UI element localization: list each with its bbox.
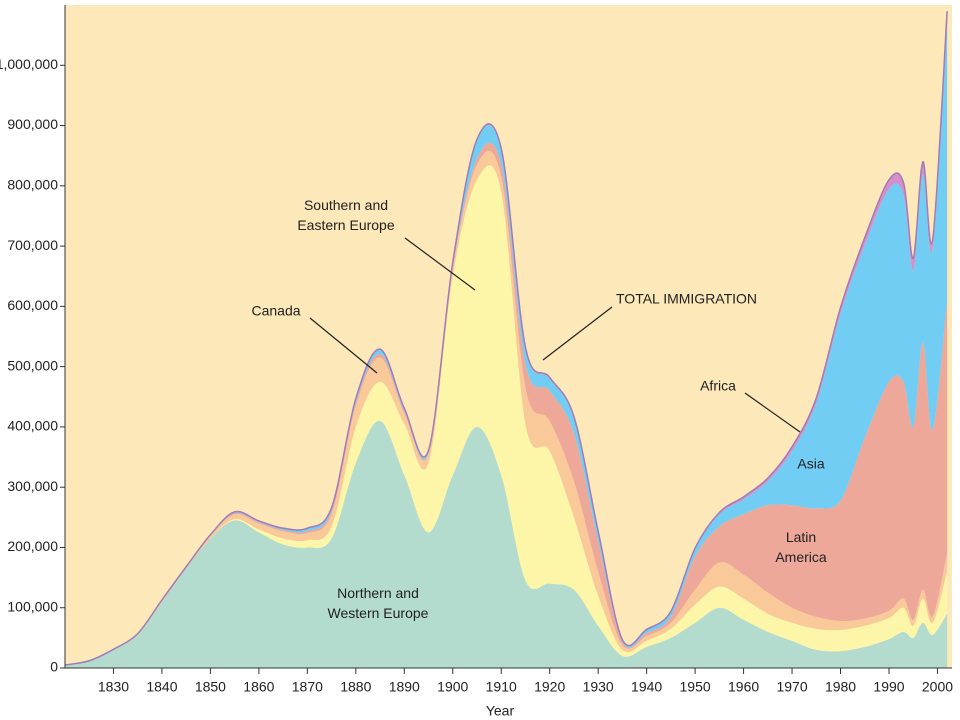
leader-line <box>404 237 476 291</box>
area <box>65 420 948 668</box>
x-tick-label: 1910 <box>486 679 517 695</box>
area-label: Latin America <box>775 529 827 565</box>
annotation: TOTAL IMMIGRATION <box>616 291 757 307</box>
area <box>65 142 948 665</box>
leader-line <box>542 306 613 361</box>
x-tick-label: 1900 <box>437 679 468 695</box>
y-tick-label: 900,000 <box>7 116 58 132</box>
x-tick-label: 1870 <box>292 679 323 695</box>
y-tick-label: 400,000 <box>7 418 58 434</box>
x-tick-label: 1830 <box>98 679 129 695</box>
y-tick-label: 0 <box>50 659 58 675</box>
area-label: Southern and Eastern Europe <box>297 197 394 233</box>
x-tick-label: 2000 <box>922 679 953 695</box>
x-tick-label: 1890 <box>389 679 420 695</box>
area-label: Northern and Western Europe <box>328 585 429 621</box>
x-tick-label: 1950 <box>680 679 711 695</box>
y-tick-label: 800,000 <box>7 177 58 193</box>
x-tick-label: 1940 <box>631 679 662 695</box>
x-tick-label: 1880 <box>340 679 371 695</box>
x-tick-label: 1990 <box>873 679 904 695</box>
x-axis-title: Year <box>486 703 515 719</box>
y-tick-label: 600,000 <box>7 297 58 313</box>
area <box>65 165 948 665</box>
y-tick-label: 1,000,000 <box>0 56 58 72</box>
total-line <box>64 10 948 666</box>
area-label: Canada <box>251 303 300 319</box>
x-tick-label: 1930 <box>583 679 614 695</box>
leader-line <box>744 392 801 433</box>
y-tick-label: 200,000 <box>7 538 58 554</box>
leader-line <box>309 317 378 374</box>
area-label: Africa <box>700 378 736 394</box>
area-label: Asia <box>797 456 824 472</box>
x-tick-label: 1980 <box>825 679 856 695</box>
x-tick-label: 1920 <box>534 679 565 695</box>
x-tick-label: 1960 <box>728 679 759 695</box>
x-tick-label: 1840 <box>146 679 177 695</box>
y-tick-label: 300,000 <box>7 478 58 494</box>
x-tick-label: 1860 <box>243 679 274 695</box>
x-tick-label: 1850 <box>195 679 226 695</box>
area <box>65 151 948 665</box>
y-tick-label: 700,000 <box>7 237 58 253</box>
x-tick-label: 1970 <box>776 679 807 695</box>
y-tick-label: 500,000 <box>7 357 58 373</box>
y-tick-label: 100,000 <box>7 598 58 614</box>
